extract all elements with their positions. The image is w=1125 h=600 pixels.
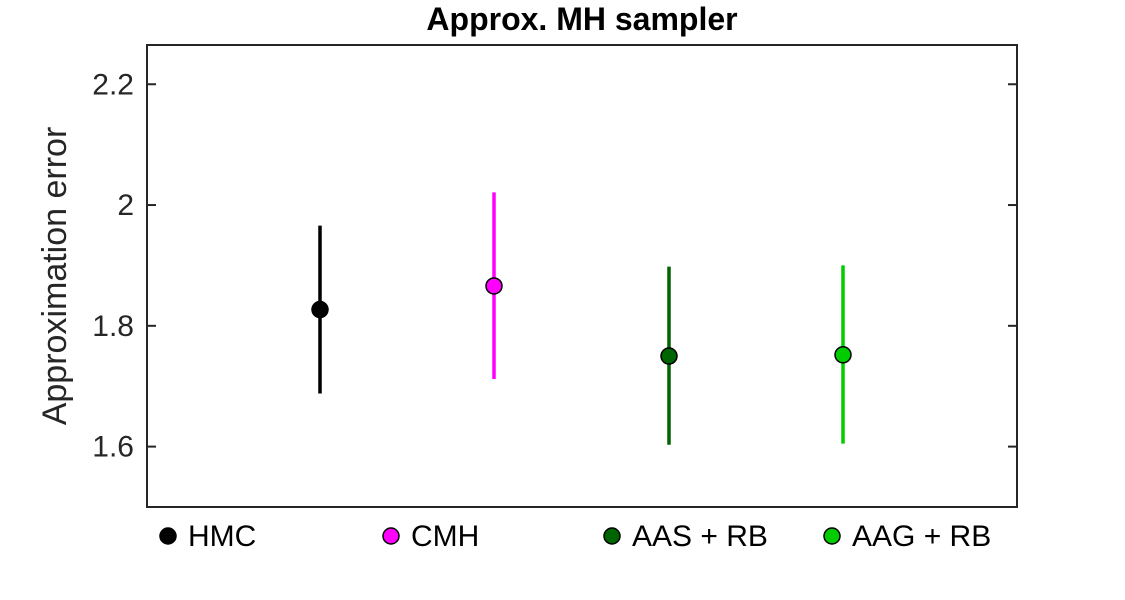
data-series — [311, 192, 852, 445]
chart-title: Approx. MH sampler — [426, 1, 737, 37]
data-point — [660, 347, 678, 365]
data-point — [311, 300, 329, 319]
legend-label: AAS + RB — [632, 520, 768, 553]
legend-label: CMH — [411, 520, 479, 553]
legend-marker — [159, 527, 177, 545]
data-point — [834, 346, 852, 364]
y-tick-label: 2.2 — [92, 68, 134, 101]
data-point — [485, 277, 503, 295]
legend-marker — [823, 527, 841, 545]
y-tick-label: 1.6 — [92, 431, 134, 464]
y-tick-label: 1.8 — [92, 310, 134, 343]
y-tick-label: 2 — [117, 189, 134, 222]
plot-area — [146, 44, 1018, 508]
legend-marker — [603, 527, 621, 545]
legend-label: AAG + RB — [852, 520, 991, 553]
y-axis-label: Approximation error — [36, 127, 74, 426]
legend-marker — [382, 527, 400, 545]
legend: HMC CMH AAS + RB AAG + RB — [159, 520, 991, 553]
legend-label: HMC — [188, 520, 256, 553]
y-axis: 1.6 1.8 2 2.2 — [92, 68, 1017, 464]
